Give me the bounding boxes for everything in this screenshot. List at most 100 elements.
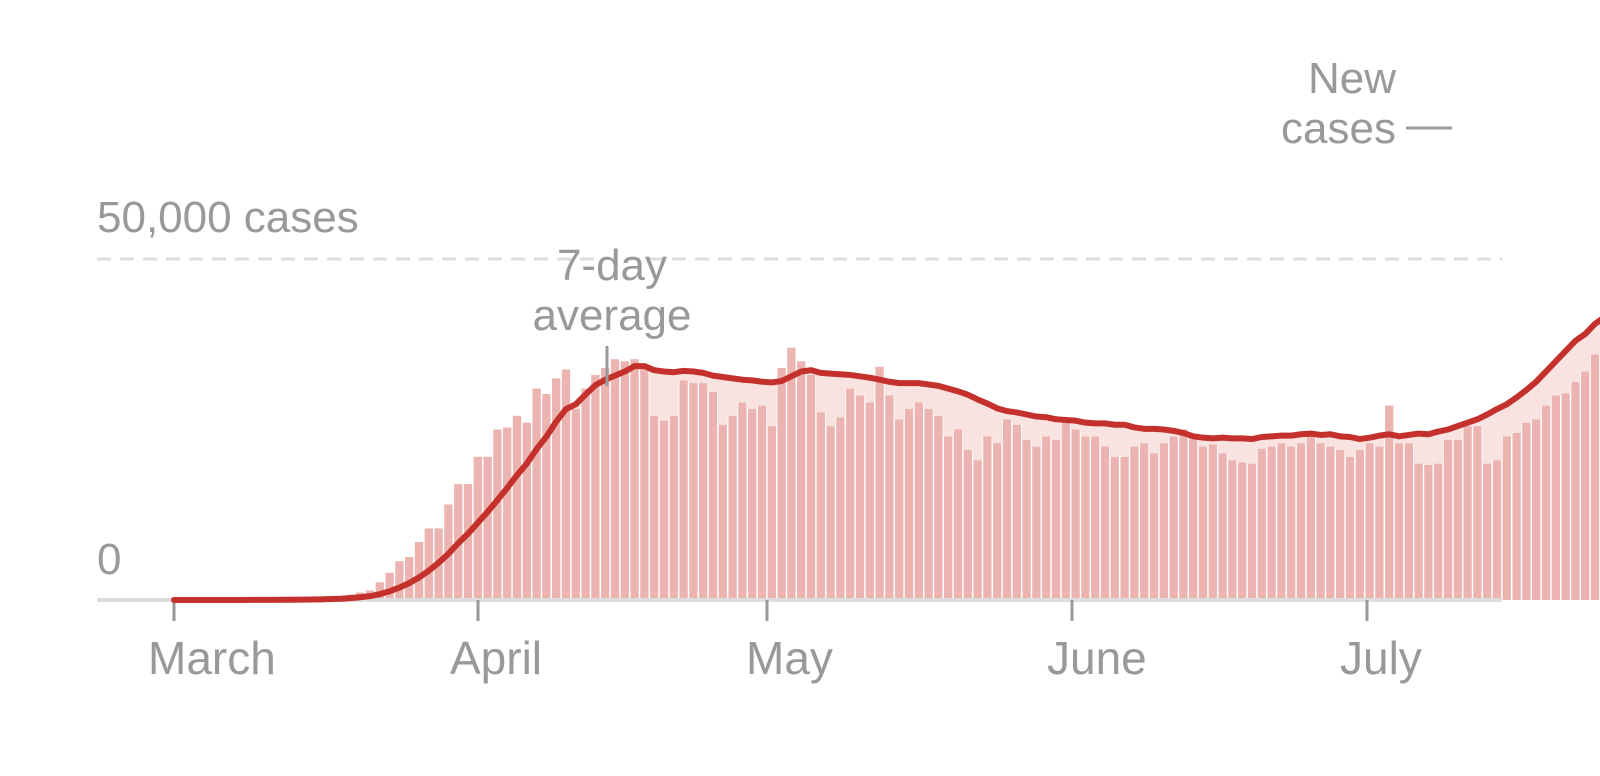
new-cases-bar — [1257, 448, 1266, 600]
annotation-average-line2: average — [532, 291, 691, 340]
new-cases-bar — [1345, 456, 1355, 600]
new-cases-bar — [463, 484, 473, 600]
new-cases-bar — [953, 429, 963, 600]
new-cases-bar — [1159, 443, 1168, 600]
average-shading — [1198, 437, 1208, 447]
new-cases-bar — [1022, 439, 1031, 600]
average-shading — [717, 376, 728, 425]
average-shading — [1021, 414, 1032, 440]
new-cases-bar — [1247, 463, 1257, 600]
new-cases-bar — [561, 369, 571, 600]
new-cases-bar — [424, 528, 433, 600]
average-shading — [1492, 409, 1502, 461]
average-shading — [708, 375, 718, 392]
average-shading — [933, 385, 944, 416]
new-cases-bar — [1267, 446, 1276, 600]
new-cases-bar — [571, 409, 580, 600]
new-cases-bar — [1081, 436, 1090, 600]
new-cases-bar — [944, 436, 953, 600]
x-axis-ticks — [172, 600, 1369, 621]
new-cases-bar — [1130, 446, 1139, 600]
average-shading — [1256, 437, 1267, 449]
new-cases-bar — [1287, 446, 1296, 600]
new-cases-bar — [963, 449, 972, 600]
average-shading — [1472, 419, 1483, 427]
average-shading — [825, 373, 836, 427]
average-shading — [923, 384, 934, 410]
average-shading — [757, 381, 767, 406]
new-cases-bar — [1443, 439, 1453, 600]
new-cases-bar — [1385, 405, 1394, 600]
average-shading — [972, 399, 983, 461]
new-cases-bar — [728, 415, 737, 600]
new-cases-bar — [591, 374, 600, 600]
annotation-new-cases-line2: cases — [1281, 104, 1396, 153]
new-cases-bar — [757, 405, 767, 600]
new-cases-bar — [1306, 430, 1315, 600]
average-shading — [1482, 414, 1493, 464]
new-cases-bar — [532, 388, 541, 600]
new-cases-bar — [797, 361, 806, 600]
new-cases-bar — [767, 426, 776, 600]
average-shading — [1247, 439, 1257, 464]
new-cases-bar — [1492, 460, 1502, 600]
new-cases-bar — [1365, 443, 1374, 600]
average-shading — [1580, 334, 1591, 372]
average-shading — [1423, 434, 1434, 465]
new-cases-bar — [601, 368, 610, 600]
average-shading — [1119, 424, 1130, 457]
average-shading — [1531, 381, 1542, 420]
average-shading — [727, 378, 738, 416]
average-shading — [737, 379, 748, 403]
average-shading — [1266, 436, 1277, 447]
new-cases-bar — [1218, 453, 1227, 600]
new-cases-bar — [493, 429, 502, 600]
new-cases-bar — [552, 378, 561, 600]
new-cases-bar — [1561, 393, 1570, 600]
average-shading — [1296, 434, 1306, 444]
average-shading — [1315, 434, 1326, 444]
new-cases-bar — [659, 420, 669, 600]
x-tick-label-july: July — [1340, 632, 1422, 684]
new-cases-bar — [914, 402, 923, 600]
new-cases-bar — [865, 402, 874, 600]
x-tick-label-march: March — [148, 632, 276, 684]
average-shading — [1550, 361, 1561, 396]
average-shading — [1031, 416, 1042, 447]
new-cases-bar — [1434, 463, 1443, 600]
average-shading — [1443, 429, 1453, 440]
new-cases-bar — [875, 366, 884, 600]
average-shading — [982, 403, 993, 437]
new-cases-bar — [1120, 456, 1129, 600]
new-cases-bar — [895, 419, 904, 600]
new-cases-bar — [738, 402, 747, 600]
average-shading — [688, 371, 699, 384]
new-cases-bar — [1502, 436, 1511, 600]
average-shading — [904, 383, 914, 410]
new-cases-bar — [1336, 449, 1345, 600]
new-cases-bar — [1453, 439, 1462, 600]
new-cases-bar — [1512, 432, 1521, 600]
average-shading — [894, 383, 905, 420]
new-cases-bar — [748, 409, 757, 600]
new-cases-bar — [1483, 463, 1492, 600]
new-cases-bar — [522, 422, 531, 600]
average-shading — [1276, 435, 1287, 444]
average-shading — [1080, 422, 1091, 437]
new-cases-bar — [1091, 436, 1100, 600]
average-shading — [1090, 423, 1101, 437]
average-shading — [1521, 389, 1532, 423]
x-tick-label-april: April — [450, 632, 542, 684]
new-cases-bar — [1051, 439, 1061, 600]
new-cases-bar — [1326, 446, 1335, 600]
new-cases-bar — [1149, 453, 1159, 600]
new-cases-bar — [1424, 464, 1433, 600]
new-cases-bar — [1189, 436, 1198, 600]
average-shading — [864, 377, 875, 403]
new-cases-bar — [1002, 419, 1012, 600]
new-cases-bar — [1277, 443, 1286, 600]
new-cases-bar — [1581, 371, 1590, 600]
average-shading — [1158, 429, 1169, 444]
new-cases-bar — [1228, 460, 1237, 600]
